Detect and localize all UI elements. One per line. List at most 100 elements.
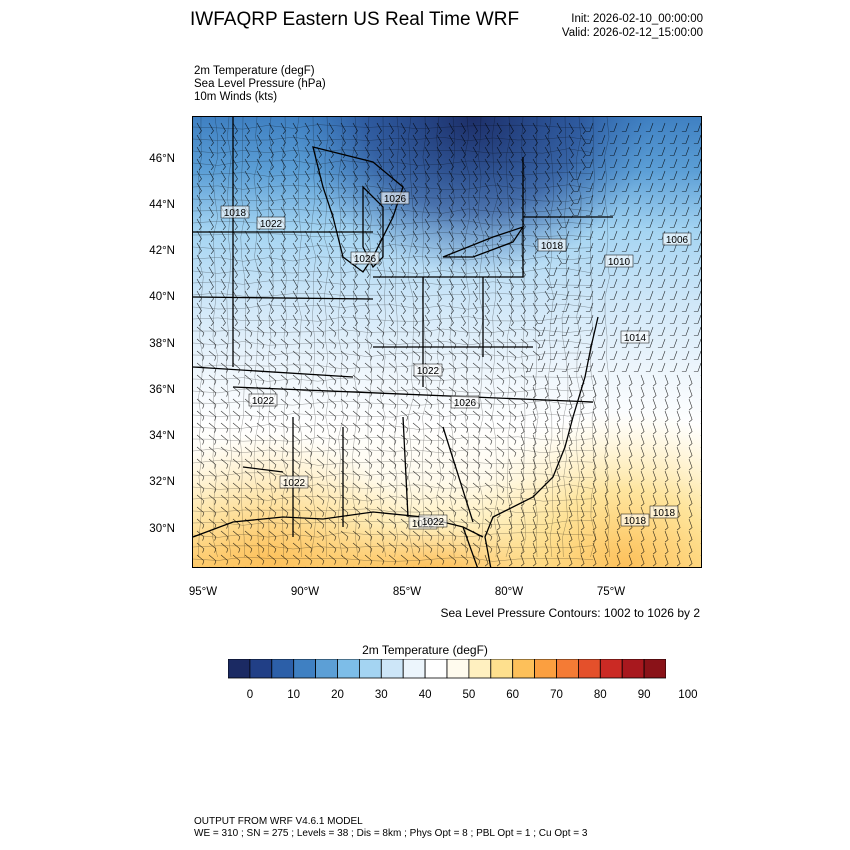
wind-barb <box>597 158 606 168</box>
lat-label: 42°N <box>149 245 175 257</box>
wind-barb <box>484 410 493 421</box>
wind-barb <box>304 230 310 243</box>
wind-barb <box>585 206 594 216</box>
wind-barb <box>208 158 214 171</box>
wind-barb <box>449 566 450 567</box>
wind-barb <box>592 434 597 447</box>
wind-barb <box>316 446 325 457</box>
wind-barb <box>244 542 253 553</box>
wind-barb <box>268 146 274 159</box>
wind-barb <box>700 507 701 518</box>
wind-barb <box>604 530 609 543</box>
colorbar-swatch <box>468 659 492 679</box>
wind-barb <box>328 506 337 517</box>
wind-barb <box>388 290 394 303</box>
wind-barb <box>693 266 701 276</box>
wind-barb <box>424 122 430 135</box>
wind-barb <box>508 158 514 171</box>
wind-barb <box>657 134 666 144</box>
wind-barb <box>256 314 262 327</box>
wind-barb <box>700 435 701 446</box>
wind-barb <box>233 566 234 567</box>
wind-barb <box>640 554 645 567</box>
lat-label: 40°N <box>149 291 175 303</box>
wind-barb <box>496 482 505 493</box>
wind-barb <box>340 254 346 267</box>
wind-barb <box>328 218 334 231</box>
pressure-label-text: 1022 <box>422 517 445 528</box>
wind-barb <box>496 302 502 315</box>
wind-barb <box>220 398 229 409</box>
wind-barb <box>508 470 513 483</box>
wind-barb <box>436 554 445 565</box>
wind-barb <box>400 242 406 255</box>
wind-barb <box>472 278 478 291</box>
wind-barb <box>609 182 618 192</box>
wind-barb <box>352 326 361 337</box>
wind-barb <box>688 470 693 483</box>
county-line <box>338 117 344 558</box>
wind-barb <box>376 482 385 493</box>
wind-barb <box>616 386 621 399</box>
wind-barb <box>460 506 469 517</box>
wind-barb <box>585 218 594 228</box>
colorbar-title: 2m Temperature (degF) <box>362 643 488 657</box>
wind-barb <box>664 446 669 459</box>
wind-barb <box>340 302 346 315</box>
wind-barb <box>316 518 325 529</box>
wind-barb <box>196 134 202 147</box>
wind-barb <box>280 170 286 183</box>
wind-barb <box>208 434 217 445</box>
wind-barb <box>496 194 502 207</box>
wind-barb <box>280 542 289 553</box>
wind-barb <box>460 278 466 291</box>
wind-barb <box>496 458 505 469</box>
wind-barb <box>573 302 582 312</box>
wind-barb <box>544 458 549 471</box>
wind-barb <box>280 422 289 433</box>
wind-barb <box>520 458 525 471</box>
wind-barb <box>196 518 205 529</box>
wind-barb <box>448 482 457 493</box>
wind-barb <box>388 230 394 243</box>
wind-barb <box>652 482 657 495</box>
wind-barb <box>436 170 442 183</box>
wind-barb <box>424 302 430 315</box>
wind-barb <box>496 254 502 267</box>
wind-barb <box>496 494 505 505</box>
wind-barb <box>520 518 525 531</box>
wind-barb <box>352 218 358 231</box>
wind-barb <box>328 194 334 207</box>
wind-barb <box>268 242 274 255</box>
wind-barb <box>597 254 606 264</box>
wind-barb <box>700 483 701 494</box>
wind-barb <box>556 134 562 147</box>
wind-barb <box>268 182 274 195</box>
lat-label: 36°N <box>149 384 175 396</box>
wind-barb <box>196 374 205 385</box>
wind-barb <box>645 302 654 312</box>
wind-barb <box>352 194 358 207</box>
wind-barb <box>640 458 645 471</box>
wind-barb <box>268 458 277 469</box>
lake-erie <box>442 225 525 258</box>
wind-barb <box>412 254 418 267</box>
wind-barb <box>424 314 430 327</box>
wind-barb <box>280 362 289 373</box>
wind-barb <box>597 326 606 336</box>
wind-barb <box>352 506 361 517</box>
wind-barb <box>484 302 490 315</box>
wind-barb <box>316 218 322 231</box>
wind-barb <box>549 338 558 348</box>
wind-barb <box>561 302 570 312</box>
wind-barb <box>669 290 678 300</box>
wind-barb <box>400 554 409 565</box>
wind-barb <box>256 530 265 541</box>
colorbar-tick-label: 10 <box>287 689 301 701</box>
wind-barb <box>556 530 561 543</box>
wind-barb <box>676 530 681 543</box>
wind-barb <box>700 423 701 434</box>
wind-barb <box>448 230 454 243</box>
wind-barb <box>633 158 642 168</box>
wind-barb <box>424 398 433 409</box>
